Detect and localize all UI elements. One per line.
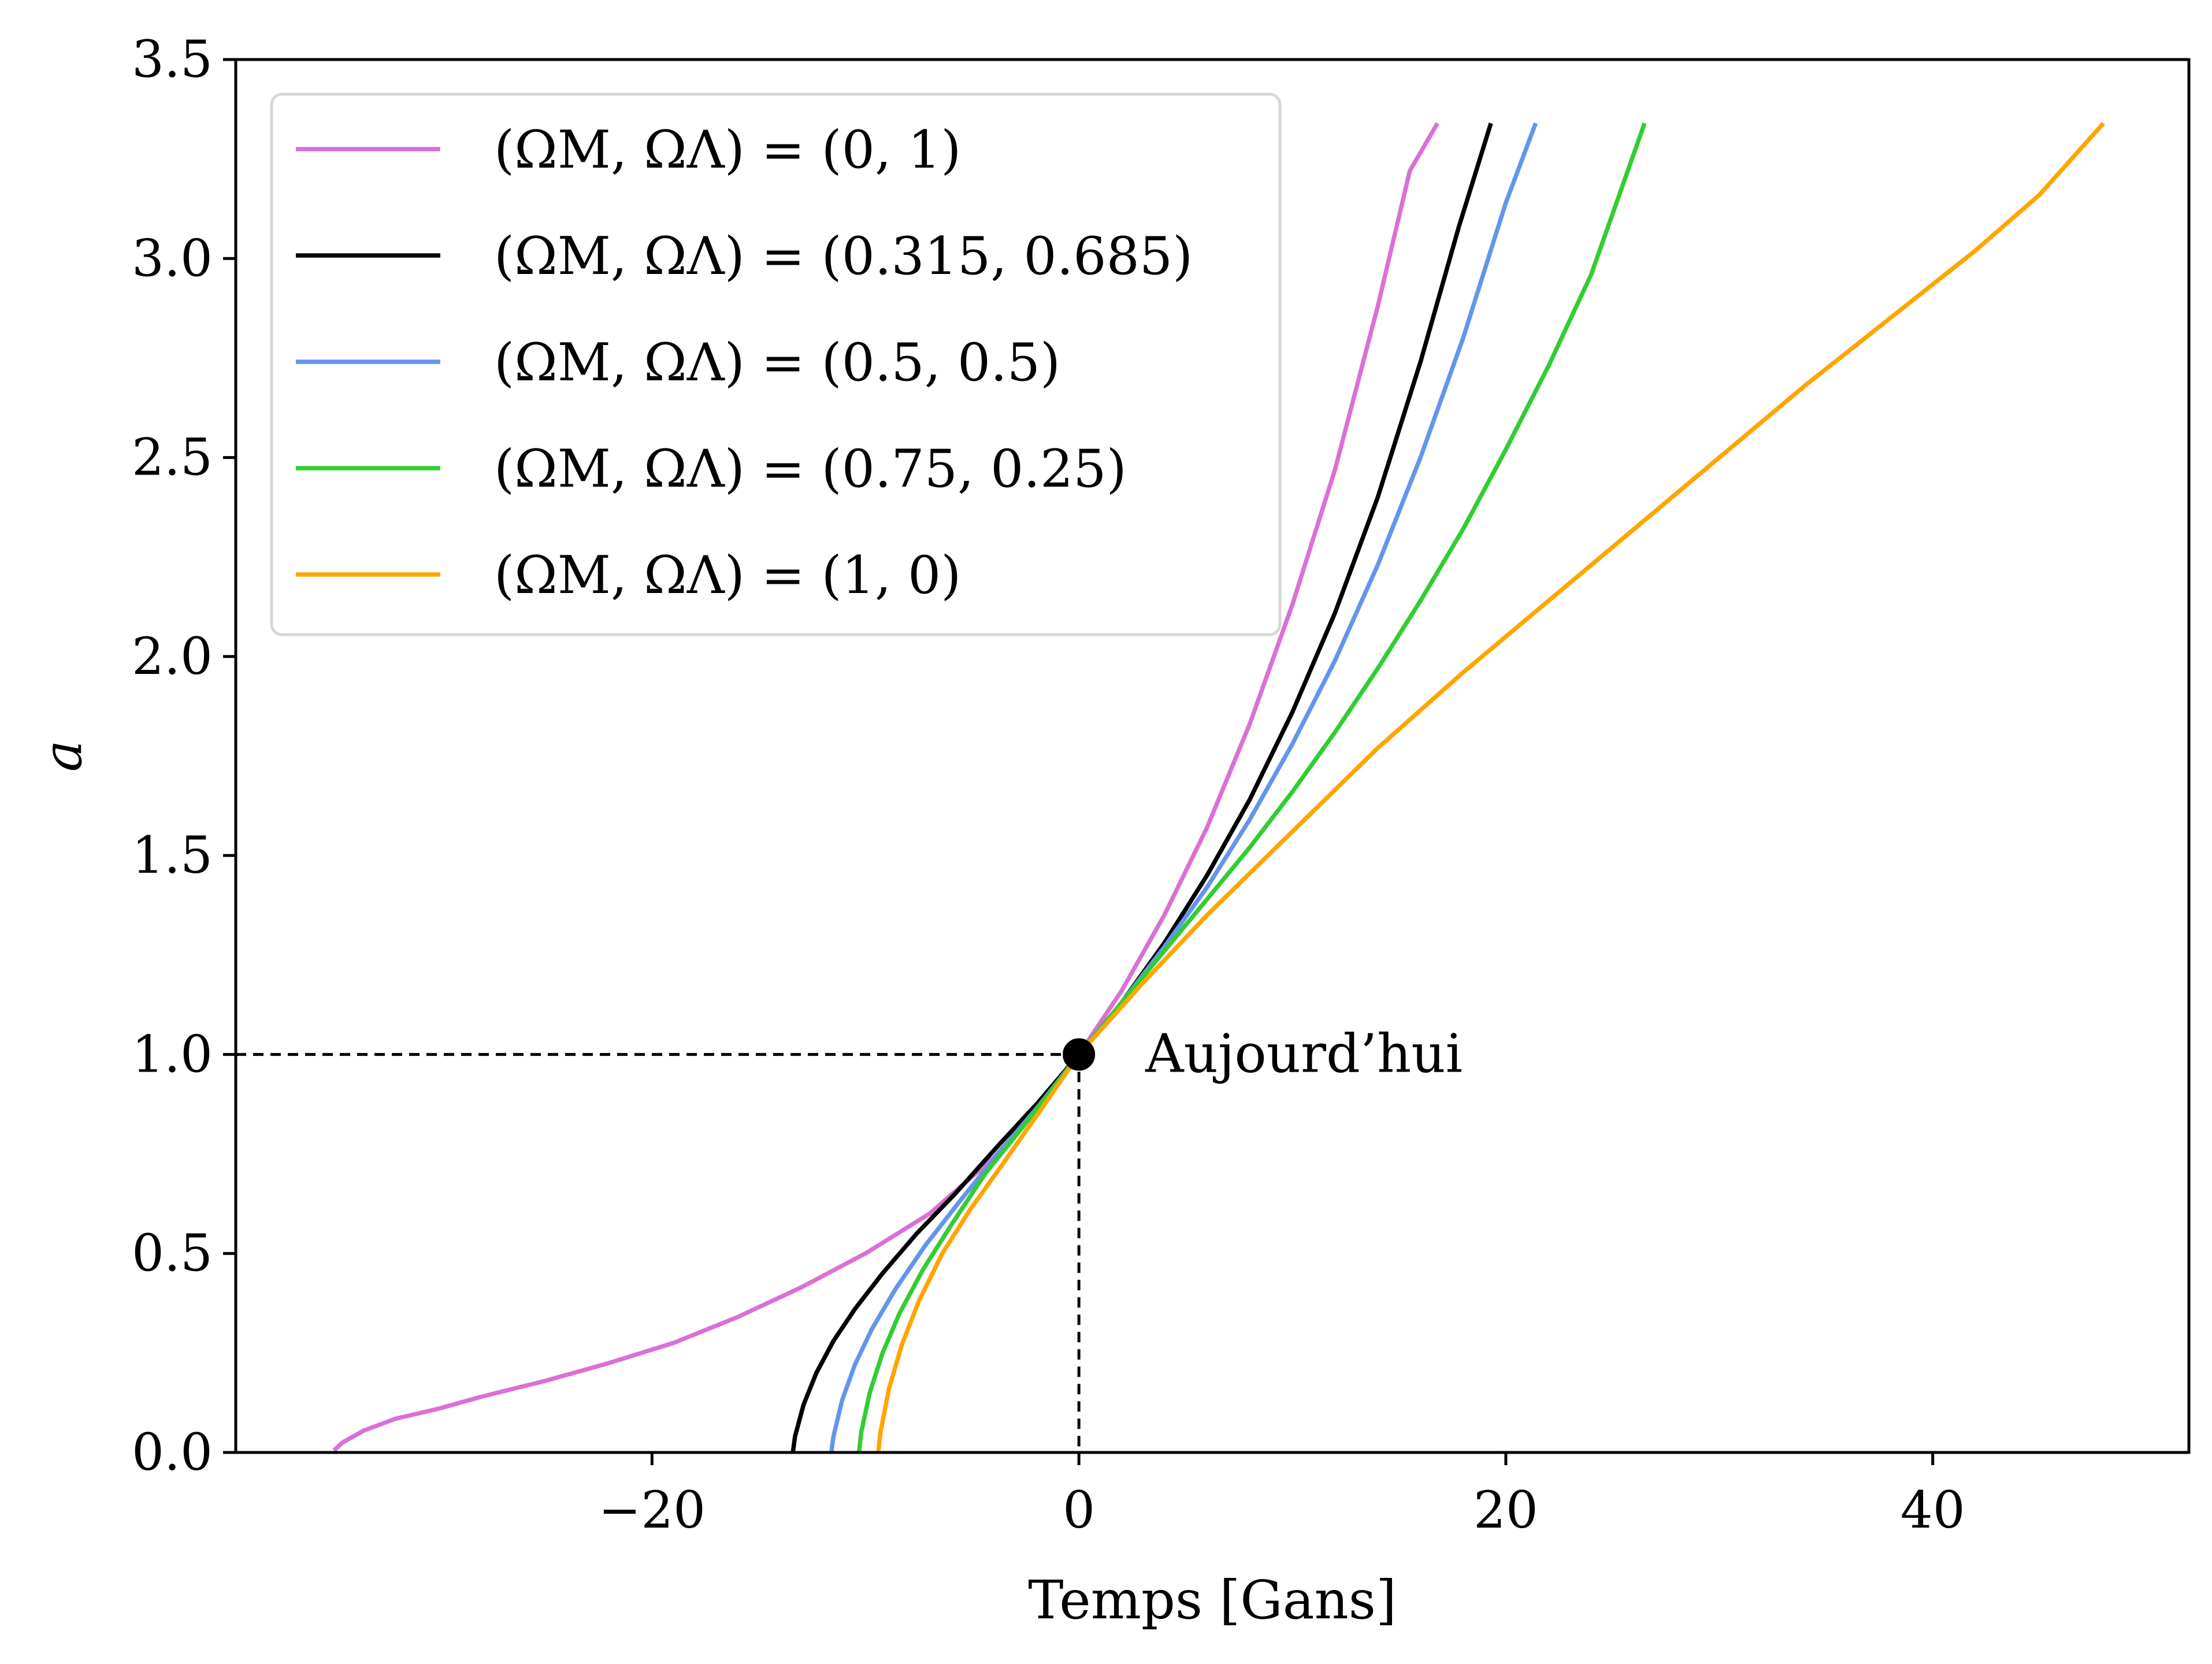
series-line-4: [876, 121, 2105, 1453]
legend: (ΩM, ΩΛ) = (0, 1) (ΩM, ΩΛ) = (0.315, 0.68…: [270, 92, 1282, 636]
series-layer: [332, 121, 2105, 1453]
today-marker-layer: Aujourd’hui: [1063, 1022, 1463, 1084]
x-axis-ticks: −20 0 20 40: [598, 1452, 1965, 1540]
plot-frame: [234, 58, 2191, 1454]
x-axis-label: Temps [Gans]: [1028, 1569, 1397, 1631]
x-tick-label: 0: [1063, 1480, 1095, 1540]
today-annotation: Aujourd’hui: [1145, 1022, 1463, 1084]
series-line-0: [332, 122, 1439, 1452]
today-guide-lines: [236, 1052, 1081, 1452]
y-tick-label: 0.5: [132, 1224, 213, 1283]
today-marker: [1063, 1038, 1096, 1071]
y-tick-label: 3.0: [132, 228, 213, 288]
y-axis-label: a: [32, 740, 94, 772]
series-line-3: [856, 122, 1647, 1453]
y-tick-label: 2.5: [132, 428, 213, 487]
x-tick-label: 20: [1474, 1480, 1538, 1540]
y-tick-label: 0.0: [132, 1422, 213, 1482]
legend-label-1: (ΩM, ΩΛ) = (0.315, 0.685): [494, 226, 1193, 287]
legend-label-2: (ΩM, ΩΛ) = (0.5, 0.5): [494, 332, 1060, 393]
y-tick-label: 3.5: [132, 29, 213, 89]
legend-box: [270, 92, 1282, 636]
legend-label-3: (ΩM, ΩΛ) = (0.75, 0.25): [494, 439, 1127, 499]
x-tick-label: 40: [1901, 1480, 1965, 1540]
y-axis-ticks: 0.0 0.5 1.0 1.5 2.0 2.5 3.0 3.5: [132, 29, 236, 1482]
y-tick-label: 1.0: [132, 1024, 213, 1084]
y-tick-label: 2.0: [132, 627, 213, 686]
x-tick-label: −20: [598, 1480, 706, 1540]
legend-label-0: (ΩM, ΩΛ) = (0, 1): [494, 120, 961, 180]
legend-label-4: (ΩM, ΩΛ) = (1, 0): [494, 545, 961, 606]
y-tick-label: 1.5: [132, 825, 213, 885]
